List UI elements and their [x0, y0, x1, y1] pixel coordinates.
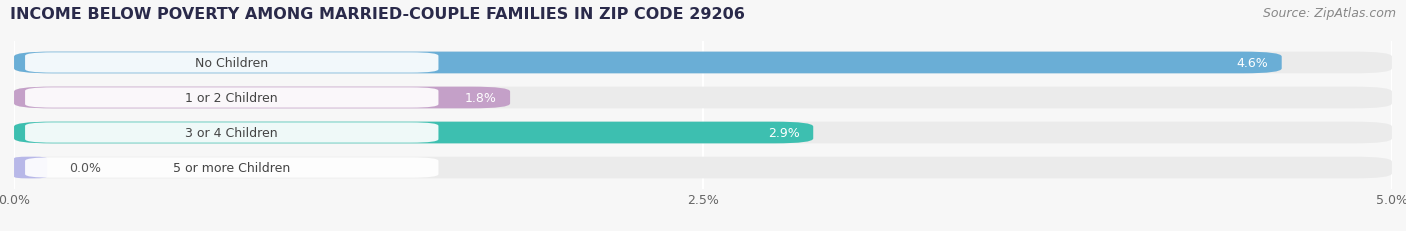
FancyBboxPatch shape — [14, 52, 1392, 74]
Text: 0.0%: 0.0% — [69, 161, 101, 174]
Text: INCOME BELOW POVERTY AMONG MARRIED-COUPLE FAMILIES IN ZIP CODE 29206: INCOME BELOW POVERTY AMONG MARRIED-COUPL… — [10, 7, 745, 22]
Text: 1.8%: 1.8% — [464, 92, 496, 105]
FancyBboxPatch shape — [14, 157, 48, 179]
FancyBboxPatch shape — [14, 87, 1392, 109]
FancyBboxPatch shape — [25, 88, 439, 108]
FancyBboxPatch shape — [14, 122, 1392, 144]
Text: 1 or 2 Children: 1 or 2 Children — [186, 92, 278, 105]
Text: Source: ZipAtlas.com: Source: ZipAtlas.com — [1263, 7, 1396, 20]
FancyBboxPatch shape — [14, 122, 813, 144]
FancyBboxPatch shape — [25, 123, 439, 143]
Text: 3 or 4 Children: 3 or 4 Children — [186, 126, 278, 139]
Text: 4.6%: 4.6% — [1236, 57, 1268, 70]
FancyBboxPatch shape — [14, 87, 510, 109]
Text: No Children: No Children — [195, 57, 269, 70]
FancyBboxPatch shape — [25, 158, 439, 178]
Text: 5 or more Children: 5 or more Children — [173, 161, 291, 174]
Text: 2.9%: 2.9% — [768, 126, 800, 139]
FancyBboxPatch shape — [14, 52, 1282, 74]
FancyBboxPatch shape — [25, 53, 439, 73]
FancyBboxPatch shape — [14, 157, 1392, 179]
